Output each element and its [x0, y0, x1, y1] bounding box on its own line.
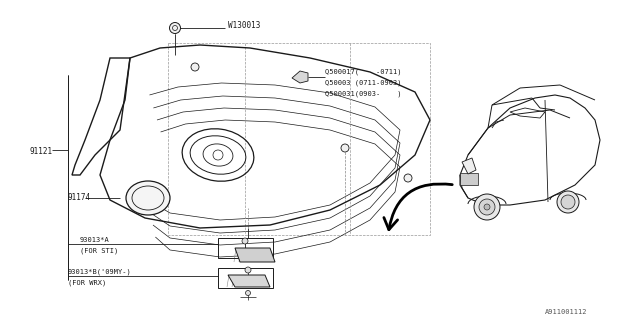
- Circle shape: [561, 195, 575, 209]
- Circle shape: [557, 191, 579, 213]
- FancyArrowPatch shape: [384, 184, 452, 230]
- Bar: [218, 238, 273, 258]
- Circle shape: [246, 291, 250, 295]
- Text: A911001112: A911001112: [545, 309, 588, 315]
- Circle shape: [341, 144, 349, 152]
- Text: W130013: W130013: [228, 21, 260, 30]
- Text: (FOR WRX): (FOR WRX): [68, 280, 106, 286]
- Circle shape: [191, 63, 199, 71]
- Bar: [218, 268, 273, 288]
- Text: 93013*A: 93013*A: [80, 237, 109, 243]
- Polygon shape: [292, 71, 308, 83]
- Polygon shape: [462, 158, 476, 174]
- Text: 91121: 91121: [30, 148, 53, 156]
- Circle shape: [484, 204, 490, 210]
- Polygon shape: [228, 275, 270, 287]
- Circle shape: [242, 238, 248, 244]
- Text: Q50003 (0711-0903): Q50003 (0711-0903): [325, 80, 401, 86]
- Ellipse shape: [126, 181, 170, 215]
- Circle shape: [479, 199, 495, 215]
- Circle shape: [170, 22, 180, 34]
- Circle shape: [245, 267, 251, 273]
- Circle shape: [474, 194, 500, 220]
- Text: Q500031(0903-    ): Q500031(0903- ): [325, 91, 401, 97]
- Circle shape: [404, 174, 412, 182]
- Text: Q500017(    -0711): Q500017( -0711): [325, 69, 401, 75]
- Text: 93013*B('09MY-): 93013*B('09MY-): [68, 269, 132, 275]
- Text: (FOR STI): (FOR STI): [80, 248, 118, 254]
- Polygon shape: [235, 248, 275, 262]
- Bar: [460, 173, 478, 185]
- Text: 91174: 91174: [68, 193, 91, 202]
